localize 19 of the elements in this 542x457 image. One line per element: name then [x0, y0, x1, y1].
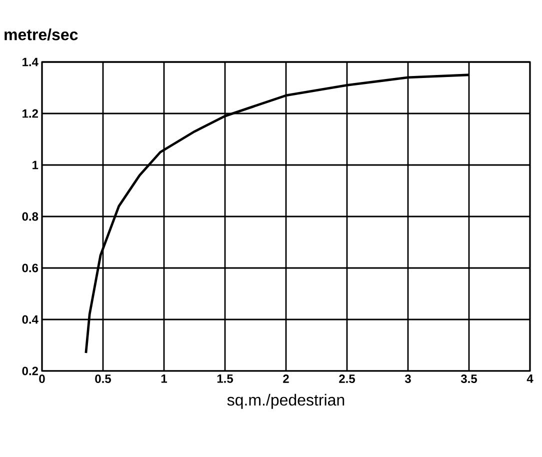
x-tick-label: 0 [39, 374, 45, 384]
x-tick-label: 1 [161, 374, 167, 383]
x-tick-label: 4 [526, 374, 534, 383]
y-axis-title: metre/sec [4, 28, 78, 40]
x-tick-label: 2.5 [339, 374, 355, 384]
y-tick-label: 0.4 [22, 315, 38, 324]
x-tick-label: 3 [404, 374, 411, 384]
line-series [84, 74, 470, 354]
x-tick-label: 2 [283, 374, 289, 383]
y-tick-label: 0.8 [22, 212, 38, 221]
y-tick-label: 0.2 [22, 366, 38, 376]
y-tick-label: 1.4 [22, 58, 38, 66]
x-axis-title: sq.m./pedestrian [227, 394, 344, 409]
x-tick-label: 3.5 [460, 374, 477, 384]
y-tick-label: 1.2 [22, 109, 38, 118]
x-tick-label: 0.5 [95, 374, 112, 384]
y-tick-label: 0.6 [22, 264, 38, 272]
x-tick-label: 1.5 [217, 374, 233, 383]
y-tick-label: 1 [32, 160, 38, 170]
